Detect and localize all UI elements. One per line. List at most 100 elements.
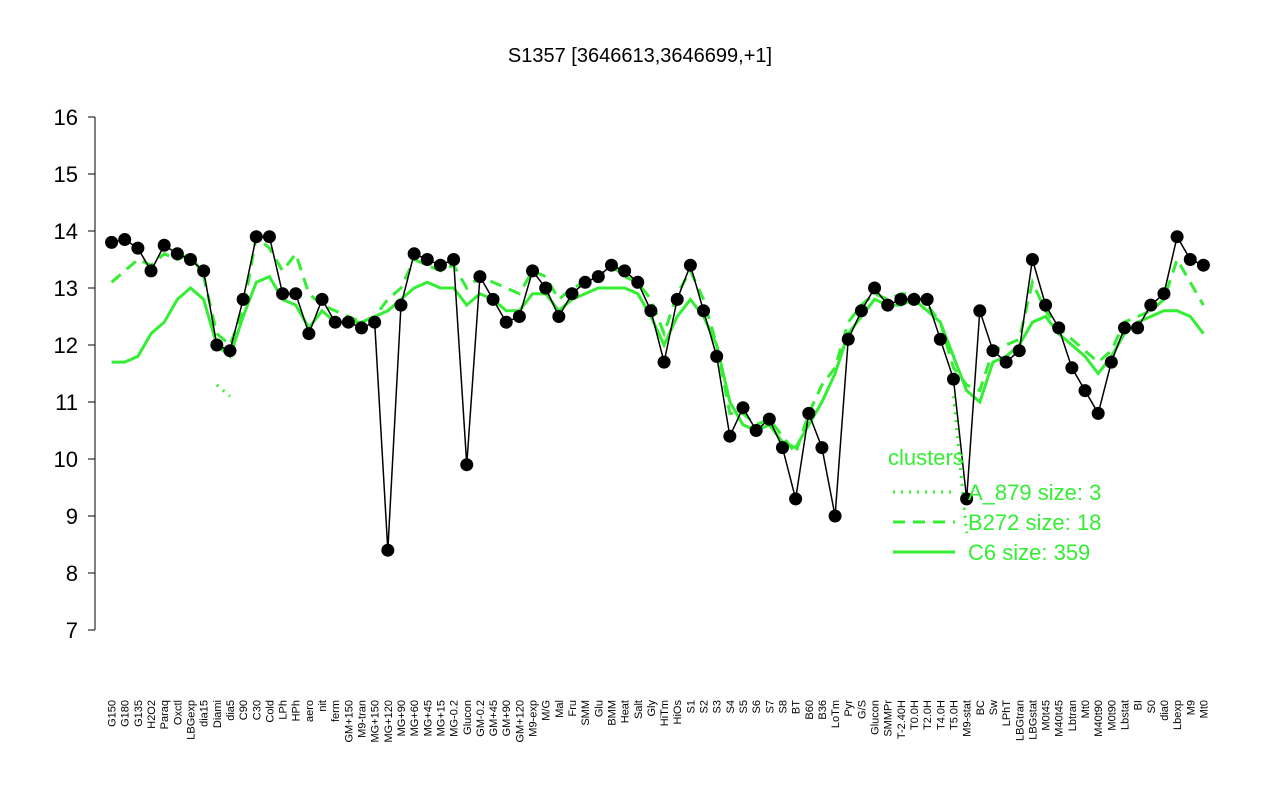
data-point [1078,384,1092,398]
x-tick-label: Oxctl [172,700,184,725]
x-tick-label: M/G [541,700,553,721]
x-tick-label: LPh [278,700,290,720]
x-tick-label: MG+120 [383,700,395,743]
x-tick-label: GM-0.2 [475,700,487,737]
data-point [486,292,500,306]
x-tick-label: G180 [120,700,132,727]
data-point [1012,344,1026,358]
data-point [933,332,947,346]
y-tick-label: 10 [54,447,78,472]
x-tick-label: BI [1133,700,1145,710]
cluster-line [111,274,1205,450]
data-point [1196,258,1210,272]
x-tick-label: M9-exp [528,700,540,737]
data-point [249,230,263,244]
x-tick-label: BT [791,700,803,714]
data-point [565,287,579,301]
x-tick-label: nit [317,700,329,712]
data-point [170,247,184,261]
data-point [1052,321,1066,335]
data-point [460,458,474,472]
x-tick-label: Heat [620,700,632,723]
x-tick-label: Cold [264,700,276,723]
data-point [710,349,724,363]
data-point [539,281,553,295]
x-tick-label: dia0 [1159,700,1171,721]
data-point [815,441,829,455]
x-tick-label: Fru [567,700,579,717]
data-point [526,264,540,278]
x-tick-label: Glucon [462,700,474,735]
x-tick-label: HPh [291,700,303,721]
x-tick-label: M40t90 [1093,700,1105,737]
cluster-line [215,383,231,398]
x-tick-label: GM+150 [343,700,355,743]
x-tick-label: MG+45 [422,700,434,736]
x-tick-label: LoTm [830,700,842,728]
data-point [1131,321,1145,335]
x-tick-label: C90 [238,700,250,720]
x-tick-label: M9 [1185,700,1197,715]
legend-title: clusters [888,445,964,470]
x-tick-label: G135 [133,700,145,727]
x-tick-label: MG+60 [409,700,421,736]
x-tick-label: T2.0H [922,700,934,730]
data-point [315,292,329,306]
x-tick-label: S8 [777,700,789,713]
y-tick-label: 15 [54,162,78,187]
x-tick-label: MG+90 [396,700,408,736]
x-tick-label: Lbexp [1172,700,1184,730]
data-point [105,235,119,249]
data-point [157,238,171,252]
x-tick-label: T5.0H [948,700,960,730]
data-point [302,327,316,341]
data-point [1183,253,1197,266]
x-tick-label: H2O2 [146,700,158,729]
x-tick-label: Mal [554,700,566,718]
y-tick-label: 7 [66,618,78,643]
x-tick-label: GM+120 [514,700,526,743]
x-tick-label: HiOs [672,700,684,725]
data-point [986,344,1000,358]
data-point [775,441,789,455]
x-tick-label: LBGexp [186,700,198,740]
data-point [697,304,711,318]
y-tick-label: 9 [66,504,78,529]
x-tick-label: Lbtran [1067,700,1079,731]
data-point [1091,406,1105,420]
data-point [197,264,211,278]
x-tick-label: SMMPr [883,700,895,737]
data-point [262,230,276,244]
x-tick-label: M9-stat [962,700,974,737]
data-point [1144,298,1158,312]
x-tick-label: BC [975,700,987,715]
data-point [368,315,382,329]
x-tick-label: M0t45 [1041,700,1053,731]
data-point [604,258,618,272]
x-tick-label: MG-0.2 [449,700,461,737]
x-tick-label: M40t45 [1054,700,1066,737]
data-point [341,315,355,329]
data-point [920,292,934,306]
data-point [420,253,434,266]
x-tick-label: Glucon [870,700,882,735]
data-point [854,304,868,318]
data-point [355,321,369,335]
data-point [381,543,395,557]
data-point [789,492,803,506]
legend-label: C6 size: 359 [968,540,1090,565]
x-tick-label: Glu [593,700,605,717]
x-tick-label: C30 [251,700,263,720]
y-tick-label: 14 [54,219,78,244]
x-tick-label: Mt0 [1198,700,1210,718]
x-tick-label: Paraq [159,700,171,729]
data-point [184,253,198,266]
data-point [1065,361,1079,375]
data-point [578,275,592,289]
x-tick-label: S3 [712,700,724,713]
data-point [657,355,671,369]
data-point [591,270,605,284]
x-tick-label: T0.0H [909,700,921,730]
x-tick-label: Salt [633,700,645,719]
